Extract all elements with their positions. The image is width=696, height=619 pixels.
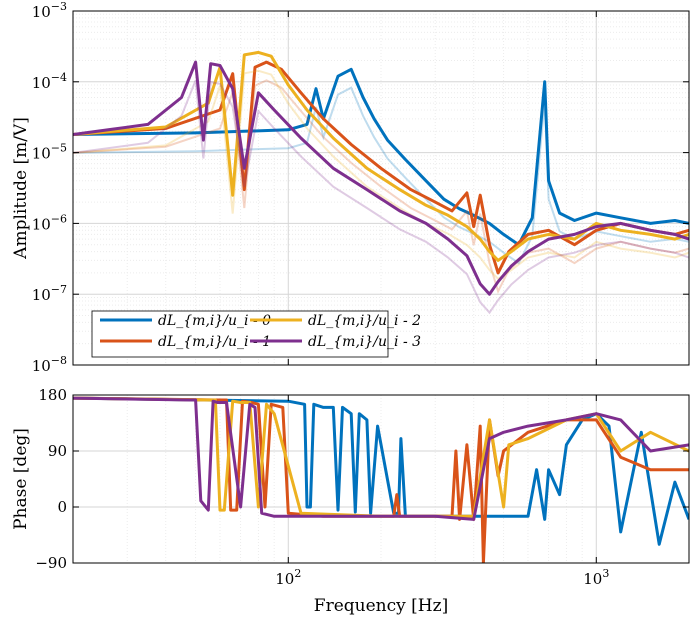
amplitude-shadow-line <box>73 80 689 315</box>
amplitude-y-tick-label: 10−6 <box>32 212 67 233</box>
phase-y-tick-label: 180 <box>38 386 67 404</box>
phase-ticks: −90 0 90 180 102 103 <box>35 386 689 588</box>
amplitude-y-axis-label: Amplitude [m/V] <box>11 117 31 260</box>
amplitude-shadow-line <box>73 69 689 281</box>
amplitude-y-tick-label: 10−4 <box>32 71 67 92</box>
phase-y-tick-label: 90 <box>48 442 67 460</box>
legend-label: dL_{m,i}/u_i - 2 <box>308 313 421 329</box>
x-axis-label: Frequency [Hz] <box>314 596 448 616</box>
phase-y-tick-label: 0 <box>57 498 67 516</box>
phase-y-axis-label: Phase [deg] <box>11 428 31 530</box>
amplitude-series-line <box>73 60 689 296</box>
amplitude-plot-frame <box>72 10 690 366</box>
phase-series <box>73 396 689 563</box>
amplitude-ticks: 10−8 10−7 10−6 10−5 10−4 10−3 <box>32 0 689 375</box>
phase-x-tick-label: 102 <box>275 567 301 588</box>
amplitude-series-line <box>73 67 689 247</box>
amplitude-y-tick-label: 10−3 <box>32 0 67 21</box>
legend-label: dL_{m,i}/u_i - 3 <box>308 334 421 350</box>
phase-plot-frame <box>72 394 690 564</box>
amplitude-y-tick-label: 10−8 <box>32 354 67 375</box>
amplitude-y-tick-label: 10−7 <box>32 283 67 304</box>
amplitude-series-line <box>73 60 689 275</box>
phase-series-line <box>73 396 689 521</box>
phase-x-tick-label: 103 <box>583 567 609 588</box>
amplitude-shadow-line <box>73 86 689 265</box>
phase-y-tick-label: −90 <box>35 554 67 572</box>
amplitude-series <box>73 50 689 315</box>
legend: dL_{m,i}/u_i - 0 dL_{m,i}/u_i - 1 dL_{m,i}… <box>91 310 421 358</box>
legend-label: dL_{m,i}/u_i - 1 <box>158 334 271 350</box>
legend-label: dL_{m,i}/u_i - 0 <box>158 313 271 329</box>
amplitude-y-tick-label: 10−5 <box>32 142 67 163</box>
